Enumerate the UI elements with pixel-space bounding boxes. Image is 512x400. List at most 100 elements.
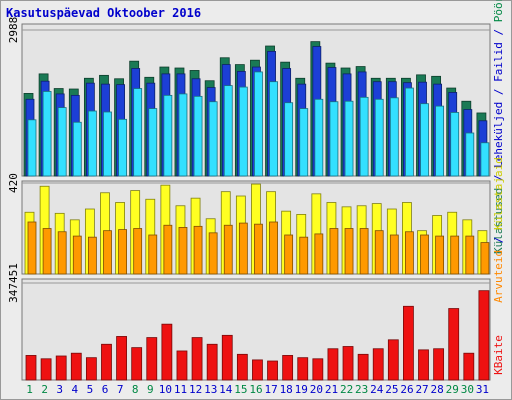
x-tick-label: 8: [132, 383, 139, 396]
bar: [223, 224, 233, 275]
bar: [42, 91, 52, 177]
bar: [389, 234, 399, 275]
panel-visits: 420: [7, 173, 491, 275]
bar: [193, 225, 203, 275]
bar: [27, 221, 37, 275]
bar: [374, 230, 384, 275]
bar: [327, 348, 339, 381]
bar: [72, 235, 82, 275]
bar: [101, 343, 112, 381]
x-tick-label: 11: [174, 383, 187, 396]
bar: [418, 349, 429, 381]
bar: [284, 102, 294, 177]
bar: [329, 101, 339, 177]
legend-separator: /: [492, 168, 505, 188]
x-tick-label: 12: [189, 383, 202, 396]
bar: [252, 359, 263, 381]
bar: [193, 95, 203, 177]
bar: [163, 224, 173, 275]
x-axis-labels: 1 2 3 4 5 6 7 8 9 10 11 12 13 14 15 16 17 18 19 20 21 22 23 24 2…: [26, 383, 489, 396]
bar: [161, 323, 173, 381]
bar: [299, 108, 309, 177]
bar: [87, 110, 97, 177]
bar: [206, 343, 218, 381]
bar: [465, 235, 475, 275]
bar: [55, 355, 67, 381]
legend-entry: Pöördumisi: [492, 0, 505, 22]
bar: [433, 348, 445, 381]
bar: [238, 86, 248, 177]
bar: [178, 93, 188, 177]
x-tick-label: 31: [476, 383, 489, 396]
x-tick-label: 15: [234, 383, 247, 396]
bar: [463, 352, 475, 381]
bar: [103, 230, 112, 275]
x-tick-label: 20: [310, 383, 323, 396]
x-tick-label: 10: [159, 383, 172, 396]
bar: [465, 132, 475, 177]
bar: [25, 355, 37, 381]
bar: [435, 235, 445, 275]
bar: [342, 346, 354, 381]
bar: [435, 105, 445, 177]
bar: [236, 353, 248, 381]
series-2-0: [25, 290, 490, 381]
bar: [116, 336, 127, 381]
bar: [118, 118, 127, 177]
bar: [344, 100, 354, 177]
bar: [131, 347, 143, 381]
y-max-label: 347451: [7, 263, 20, 303]
x-tick-label: 5: [87, 383, 94, 396]
bar: [148, 108, 158, 177]
bar: [387, 339, 399, 381]
bar: [374, 98, 384, 177]
bar: [40, 358, 52, 381]
legend-entry: Külastused: [492, 188, 505, 254]
bar: [85, 357, 97, 381]
panel-requests: 2988: [7, 17, 491, 177]
bar: [57, 107, 67, 177]
legend-bottom: KBaite: [492, 335, 505, 375]
legend-top: Külastused / Leheküljed / Failid / Pöörd…: [492, 0, 505, 254]
y-max-label: 2988: [7, 17, 20, 44]
series-1-1: [27, 221, 490, 275]
bar: [420, 234, 429, 275]
bar: [314, 233, 324, 275]
x-tick-label: 9: [147, 383, 154, 396]
chart-panels: 2988 420 347451: [7, 17, 491, 381]
bar: [267, 360, 278, 381]
bar: [389, 97, 399, 177]
legend-entry: Failid: [492, 42, 505, 82]
bar: [329, 228, 339, 275]
bar: [70, 352, 82, 381]
y-max-label: 420: [7, 173, 20, 193]
x-tick-label: 3: [56, 383, 63, 396]
bar: [269, 221, 278, 275]
bar: [208, 101, 218, 177]
bar: [359, 228, 369, 275]
bar: [297, 357, 309, 381]
legends: Külastused / Leheküljed / Failid / Pöörd…: [492, 0, 505, 375]
x-tick-label: 14: [219, 383, 233, 396]
legend-separator: /: [492, 22, 505, 42]
bar: [146, 337, 158, 381]
x-tick-label: 27: [415, 383, 428, 396]
x-tick-label: 4: [72, 383, 79, 396]
bar: [448, 308, 460, 381]
x-tick-label: 18: [280, 383, 293, 396]
bar: [420, 103, 429, 177]
bar: [269, 81, 278, 177]
bar: [299, 236, 309, 275]
bar: [208, 232, 218, 275]
x-tick-label: 22: [340, 383, 353, 396]
x-tick-label: 30: [461, 383, 474, 396]
legend-separator: /: [492, 82, 505, 102]
bar: [27, 119, 37, 177]
bar: [344, 228, 354, 275]
bar: [359, 96, 369, 177]
x-tick-label: 21: [325, 383, 338, 396]
legend-entry: Arvuteid: [492, 250, 505, 303]
x-tick-label: 29: [446, 383, 459, 396]
bar: [238, 222, 248, 275]
bar: [133, 88, 143, 177]
